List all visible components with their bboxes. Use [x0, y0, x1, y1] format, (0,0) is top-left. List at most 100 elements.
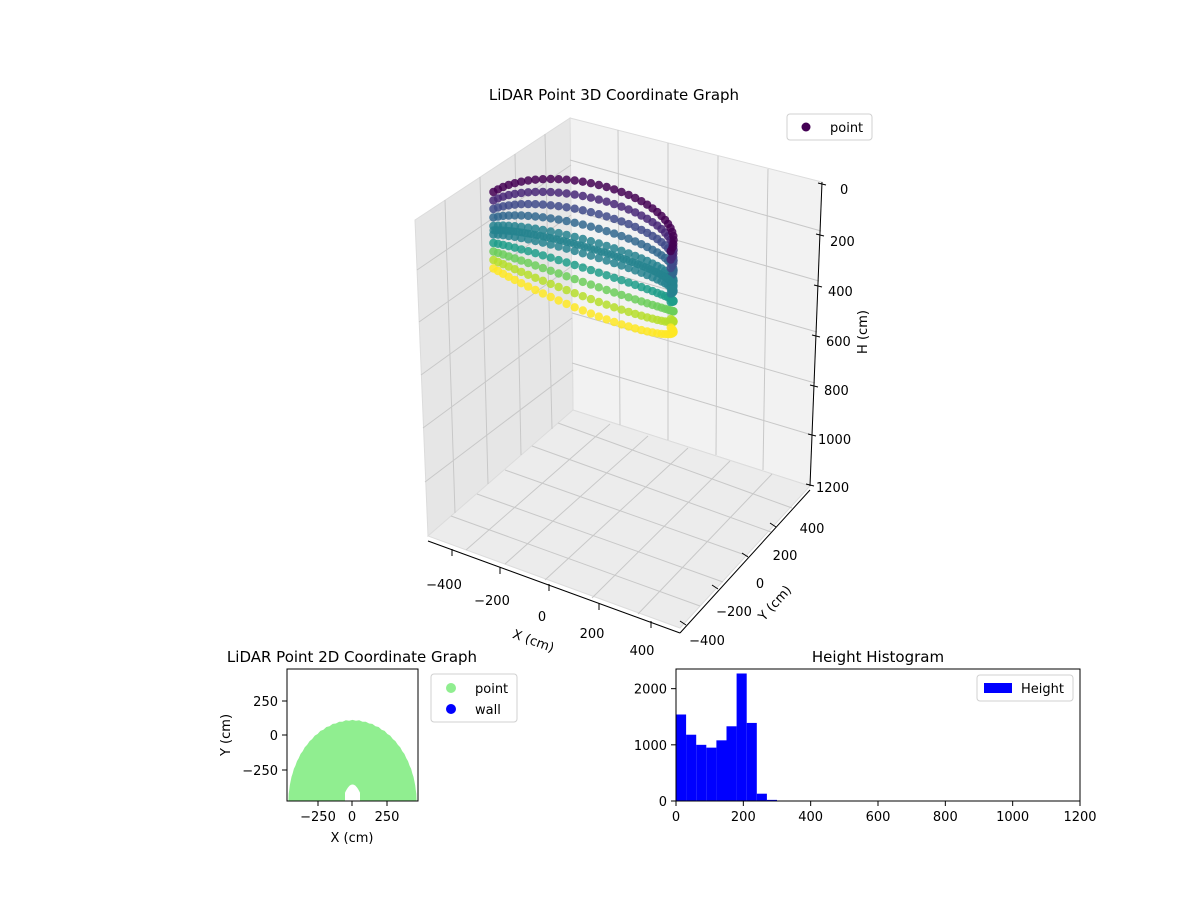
- point-3d: [624, 219, 633, 229]
- point-3d: [546, 253, 555, 262]
- point-3d: [517, 256, 526, 265]
- histogram-y-ticks: 0 1000 2000: [634, 683, 676, 810]
- point-3d: [554, 255, 563, 265]
- legend-hist-swatch: [984, 683, 1012, 693]
- point-3d: [510, 200, 519, 209]
- point-3d: [562, 272, 571, 281]
- y-tick-label-2d: 0: [270, 729, 278, 744]
- legend-3d-marker: [801, 122, 811, 132]
- histogram-bar: [756, 793, 767, 801]
- point-3d: [524, 282, 533, 291]
- point-3d: [578, 292, 587, 301]
- histogram-bar: [706, 747, 717, 801]
- y-tick-label: −200: [716, 605, 752, 620]
- point-3d: [546, 214, 555, 223]
- point-3d: [624, 293, 633, 302]
- legend-2d-label-wall: wall: [475, 703, 501, 718]
- histogram-x-tick-label: 600: [866, 810, 891, 825]
- point-3d: [586, 251, 596, 260]
- histogram-bar: [726, 726, 737, 801]
- legend-histogram: Height: [976, 674, 1074, 702]
- point-3d: [531, 285, 540, 295]
- z-axis-label-3d: H (cm): [856, 310, 871, 354]
- point-3d: [531, 261, 540, 270]
- point-3d: [586, 237, 596, 246]
- point-3d: [586, 309, 596, 318]
- point-3d: [617, 202, 626, 211]
- x-ticks-3d: −400 −200 0 200 400: [426, 549, 654, 659]
- point-3d: [504, 201, 513, 210]
- x-ticks-2d: −250 0 250: [300, 801, 399, 825]
- point-region-2d: [287, 719, 418, 801]
- legend-3d-label: point: [830, 121, 863, 136]
- point-3d: [610, 288, 619, 297]
- x-tick-label: 0: [538, 610, 546, 625]
- x-tick-label: −200: [474, 594, 510, 609]
- point-3d: [624, 322, 633, 331]
- point-3d: [624, 234, 633, 243]
- histogram-y-tick-label: 0: [659, 795, 667, 810]
- point-3d: [594, 210, 603, 219]
- x-axis-label-3d: X (cm): [510, 627, 556, 656]
- point-3d: [610, 244, 619, 253]
- point-3d: [666, 314, 675, 324]
- point-3d: [554, 175, 563, 184]
- point-3d: [610, 273, 619, 282]
- point-3d: [510, 265, 519, 274]
- x-tick-label: 200: [580, 627, 605, 642]
- point-3d: [531, 249, 540, 258]
- point-3d: [510, 254, 519, 263]
- point-3d: [562, 216, 571, 226]
- point-3d: [666, 255, 675, 264]
- point-3d: [531, 175, 540, 184]
- point-3d: [570, 260, 579, 270]
- point-3d: [624, 307, 633, 317]
- chart-histogram: Height Histogram 0 200 400 600 800 1000 1200 0…: [634, 648, 1097, 825]
- point-3d: [524, 188, 533, 197]
- point-3d: [578, 191, 587, 201]
- point-3d: [617, 276, 626, 285]
- point-3d: [594, 297, 603, 307]
- point-3d: [578, 277, 587, 287]
- point-3d: [538, 213, 548, 222]
- histogram-x-tick-label: 1000: [996, 810, 1029, 825]
- point-3d: [510, 275, 519, 285]
- x-tick-label-2d: 0: [348, 810, 356, 825]
- point-3d: [562, 258, 571, 267]
- point-3d: [578, 220, 587, 229]
- sensor-gap-2d: [344, 784, 361, 801]
- point-3d: [546, 266, 555, 275]
- point-3d: [578, 263, 587, 272]
- histogram-bar: [746, 722, 757, 801]
- point-3d: [517, 200, 526, 209]
- grid-3d: [416, 129, 822, 615]
- x-tick-label: 400: [630, 644, 655, 659]
- point-3d: [554, 215, 563, 224]
- point-3d: [578, 249, 587, 258]
- point-3d: [602, 241, 611, 251]
- point-3d: [570, 204, 579, 213]
- histogram-bar: [716, 740, 727, 801]
- point-3d: [570, 289, 579, 298]
- point-3d: [524, 199, 533, 209]
- point-3d: [578, 306, 587, 315]
- point-3d: [570, 218, 579, 227]
- histogram-x-ticks: 0 200 400 600 800 1000 1200: [672, 801, 1097, 825]
- chart-3d-title: LiDAR Point 3D Coordinate Graph: [489, 86, 739, 104]
- point-3d: [610, 317, 619, 327]
- histogram-x-tick-label: 200: [731, 810, 756, 825]
- z-tick-label: 200: [830, 235, 855, 250]
- point-3d: [538, 187, 548, 197]
- point-3d: [594, 224, 603, 233]
- point-3d: [546, 227, 555, 236]
- point-3d: [617, 187, 626, 197]
- point-3d: [570, 274, 579, 284]
- point-3d: [617, 246, 626, 255]
- point-3d: [617, 290, 626, 300]
- histogram-bar: [766, 799, 777, 801]
- point-3d: [602, 285, 611, 295]
- chart-3d: LiDAR Point 3D Coordinate Graph: [414, 86, 873, 659]
- point-3d: [546, 174, 555, 184]
- y-axis-line: [679, 489, 811, 634]
- z-tick-label: 1000: [818, 433, 851, 448]
